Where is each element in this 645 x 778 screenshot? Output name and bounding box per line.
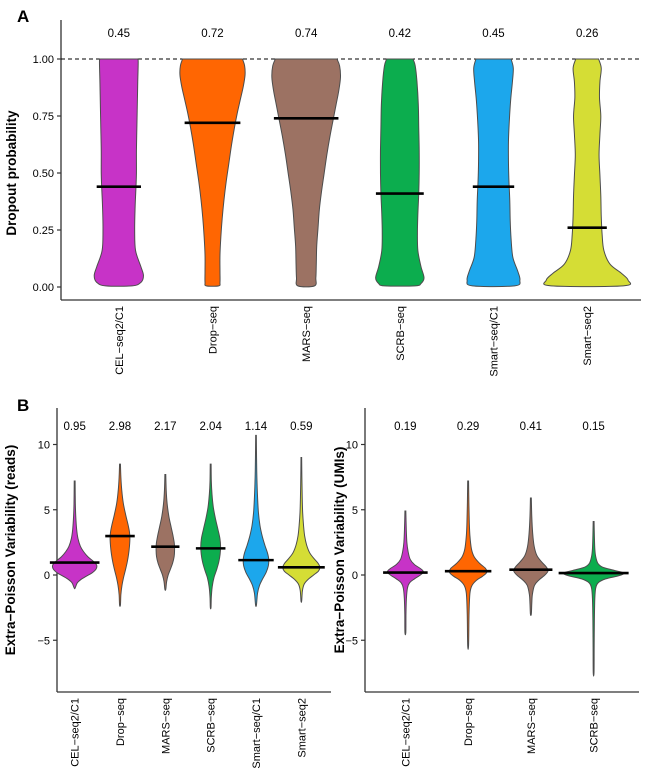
violin-mars-seq: [155, 474, 176, 591]
category-label-cel-seq2-c1: CEL−seq2/C1: [114, 306, 126, 375]
violin-smart-seq2: [543, 58, 632, 288]
y-tick-label: −5: [37, 635, 50, 647]
y-axis-title: Dropout probability: [4, 110, 19, 236]
category-label-drop-seq: Drop−seq: [208, 306, 220, 354]
y-tick-label: 10: [346, 440, 358, 452]
median-value-label: 0.26: [576, 28, 598, 40]
category-label-scrb-seq: SCRB−seq: [395, 306, 407, 361]
median-value-label: 2.98: [109, 421, 131, 433]
violin-mars-seq: [513, 497, 549, 616]
category-label-mars-seq: MARS−seq: [526, 698, 538, 754]
category-label-cel-seq2-c1: CEL−seq2/C1: [70, 698, 82, 767]
category-label-smart-seq2: Smart−seq2: [296, 698, 308, 758]
category-label-drop-seq: Drop−seq: [463, 698, 475, 746]
median-value-label: 0.95: [63, 421, 85, 433]
median-value-label: 0.74: [295, 28, 318, 40]
y-tick-label: 0.75: [33, 111, 54, 123]
y-tick-label: −5: [345, 635, 358, 647]
category-label-cel-seq2-c1: CEL−seq2/C1: [400, 698, 412, 767]
category-label-scrb-seq: SCRB−seq: [589, 698, 601, 753]
y-tick-label: 0.00: [33, 282, 54, 294]
median-value-label: 0.29: [457, 421, 479, 433]
violin-smart-seq-c1: [466, 58, 521, 288]
violin-scrb-seq: [200, 463, 222, 610]
median-value-label: 2.04: [199, 421, 222, 433]
category-label-mars-seq: MARS−seq: [301, 306, 313, 362]
violin-cel-seq2-c1: [93, 58, 144, 287]
panel-b-label: B: [17, 396, 30, 415]
median-value-label: 0.45: [482, 28, 504, 40]
category-label-smart-seq-c1: Smart−seq/C1: [251, 698, 263, 769]
violin-drop-seq: [448, 480, 488, 650]
extra-poisson-umis-violin-chart: −5 0 5 10 0.19 CEL−seq2/C1 0.29 Drop−seq 0.41 MAR…: [332, 408, 639, 767]
violin-drop-seq: [179, 58, 246, 287]
y-tick-label: 5: [352, 505, 358, 517]
median-value-label: 2.17: [154, 421, 176, 433]
y-axis-title: Extra−Poisson Variability (UMIs): [332, 447, 347, 654]
dropout-probability-violin-chart: 0.00 0.25 0.50 0.75 1.00 0.45 CEL−seq2/C1 0.72 D…: [4, 20, 641, 377]
violin-smart-seq2: [282, 457, 321, 603]
violin-smart-seq-c1: [242, 434, 270, 607]
y-axis-title: Extra−Poisson Variability (reads): [3, 445, 18, 655]
violin-scrb-seq: [562, 521, 625, 677]
violin-scrb-seq: [375, 58, 425, 287]
category-label-mars-seq: MARS−seq: [160, 698, 172, 754]
category-label-scrb-seq: SCRB−seq: [206, 698, 218, 753]
y-tick-label: 0.25: [33, 225, 54, 237]
median-value-label: 1.14: [245, 421, 268, 433]
y-tick-label: 0: [352, 570, 358, 582]
category-label-smart-seq2: Smart−seq2: [582, 306, 594, 366]
violin-mars-seq: [271, 58, 342, 288]
y-tick-label: 0.50: [33, 168, 54, 180]
violin-cel-seq2-c1: [51, 480, 98, 590]
extra-poisson-reads-violin-chart: −5 0 5 10 0.95 CEL−seq2/C1 2.98 Drop−seq 2.17 MAR…: [3, 408, 331, 769]
median-value-label: 0.15: [582, 421, 604, 433]
median-value-label: 0.42: [389, 28, 411, 40]
panel-a-label: A: [17, 7, 30, 26]
y-tick-label: 5: [44, 505, 50, 517]
y-tick-label: 10: [38, 440, 50, 452]
y-tick-label: 1.00: [33, 54, 54, 66]
category-label-drop-seq: Drop−seq: [115, 698, 127, 746]
median-value-label: 0.72: [201, 28, 223, 40]
median-value-label: 0.45: [108, 28, 130, 40]
median-value-label: 0.59: [290, 421, 312, 433]
y-tick-label: 0: [44, 570, 50, 582]
median-value-label: 0.41: [520, 421, 542, 433]
median-value-label: 0.19: [394, 421, 416, 433]
category-label-smart-seq-c1: Smart−seq/C1: [489, 306, 501, 377]
